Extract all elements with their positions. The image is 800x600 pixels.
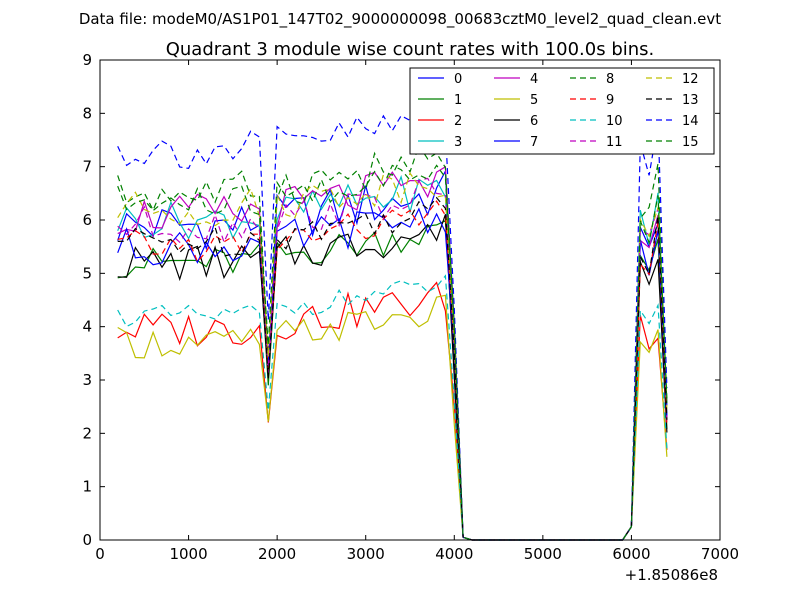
series-line-0 [117, 168, 668, 541]
legend-label-14: 14 [682, 114, 699, 129]
y-tick-label: 8 [82, 104, 92, 122]
legend-label-12: 12 [682, 72, 699, 87]
x-axis: 0 1000 2000 3000 4000 5000 6000 7000 [95, 60, 739, 563]
series-line-4 [117, 165, 668, 541]
legend-label-2: 2 [454, 114, 462, 129]
series-line-5 [117, 294, 668, 541]
x-offset-label: +1.85086e8 [625, 566, 718, 584]
legend-label-3: 3 [454, 135, 462, 150]
legend-label-4: 4 [530, 72, 538, 87]
series-line-1 [117, 219, 668, 541]
y-tick-label: 0 [82, 531, 92, 549]
legend-label-8: 8 [606, 72, 614, 87]
legend-label-13: 13 [682, 93, 699, 108]
legend-label-5: 5 [530, 93, 538, 108]
y-tick-label: 9 [82, 51, 92, 69]
suptitle: Data file: modeM0/AS1P01_147T02_90000000… [79, 10, 721, 29]
x-tick-label: 4000 [435, 545, 473, 563]
x-tick-label: 5000 [524, 545, 562, 563]
plot-lines [117, 109, 668, 541]
legend-label-15: 15 [682, 135, 699, 150]
y-tick-label: 1 [82, 478, 92, 496]
chart-title: Quadrant 3 module wise count rates with … [166, 39, 655, 60]
series-line-6 [117, 214, 668, 541]
legend-label-10: 10 [606, 114, 623, 129]
series-line-9 [117, 200, 668, 541]
legend-box [409, 67, 715, 155]
x-tick-label: 7000 [701, 545, 739, 563]
legend-label-11: 11 [606, 135, 623, 150]
legend-label-6: 6 [530, 114, 538, 129]
series-line-8 [117, 144, 668, 541]
series-line-13 [117, 196, 668, 541]
series-line-15 [117, 164, 668, 541]
y-tick-label: 5 [82, 264, 92, 282]
series-line-2 [117, 281, 668, 541]
y-tick-label: 6 [82, 211, 92, 229]
x-tick-label: 0 [95, 545, 105, 563]
legend-label-0: 0 [454, 72, 462, 87]
y-tick-label: 4 [82, 318, 92, 336]
x-tick-label: 6000 [612, 545, 650, 563]
y-tick-label: 2 [82, 424, 92, 442]
legend-label-7: 7 [530, 135, 538, 150]
x-tick-label: 3000 [347, 545, 385, 563]
y-tick-label: 7 [82, 158, 92, 176]
legend-label-1: 1 [454, 93, 462, 108]
legend-label-9: 9 [606, 93, 614, 108]
y-tick-label: 3 [82, 371, 92, 389]
plot-frame [99, 59, 721, 541]
x-tick-label: 1000 [169, 545, 207, 563]
x-tick-label: 2000 [258, 545, 296, 563]
